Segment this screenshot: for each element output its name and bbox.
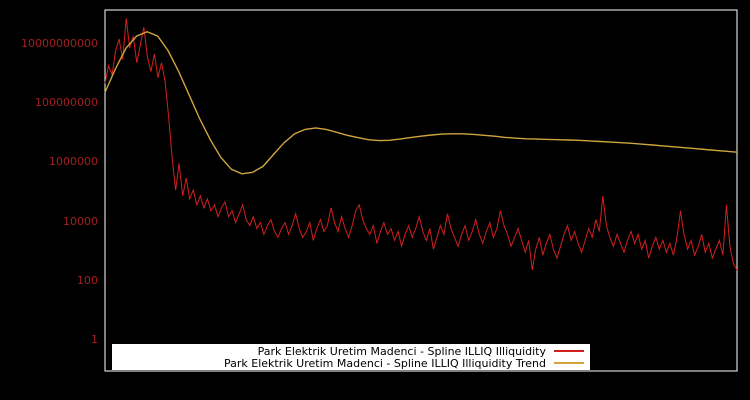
y-axis-tick-1e4: 10000 bbox=[63, 215, 98, 228]
legend-label-illiquidity: Park Elektrik Uretim Madenci - Spline IL… bbox=[257, 344, 546, 358]
legend-swatch-red-line bbox=[554, 350, 584, 352]
y-axis-tick-1: 1 bbox=[91, 333, 98, 346]
y-axis-tick-1e10: 10000000000 bbox=[21, 37, 98, 50]
legend-swatch-yellow-line bbox=[554, 362, 584, 364]
legend-item-illiquidity: Park Elektrik Uretim Madenci - Spline IL… bbox=[112, 344, 584, 358]
y-axis-tick-1e8: 100000000 bbox=[35, 96, 98, 109]
legend: Park Elektrik Uretim Madenci - Spline IL… bbox=[112, 344, 590, 370]
illiquidity-trend-line bbox=[104, 30, 738, 175]
legend-label-trend: Park Elektrik Uretim Madenci - Spline IL… bbox=[224, 356, 546, 370]
plot-border bbox=[104, 9, 738, 372]
y-axis-tick-1e6: 1000000 bbox=[49, 155, 98, 168]
illiquidity-series-line bbox=[104, 18, 738, 271]
y-axis-tick-1e2: 100 bbox=[77, 274, 98, 287]
legend-item-trend: Park Elektrik Uretim Madenci - Spline IL… bbox=[112, 356, 584, 370]
